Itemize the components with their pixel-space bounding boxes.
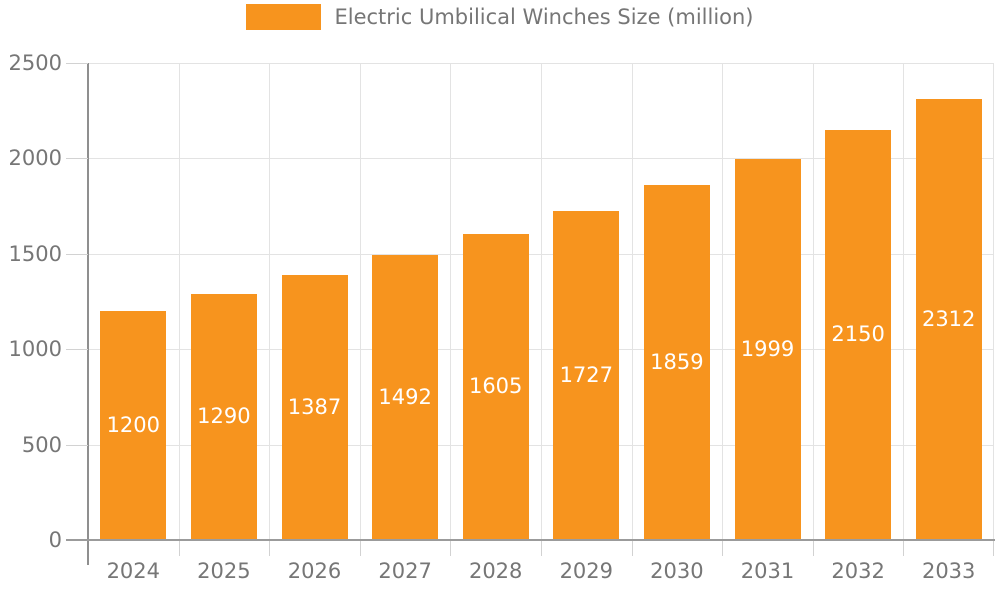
bar-value-label: 1387	[287, 395, 342, 420]
bar-2026: 1387	[281, 275, 348, 540]
y-tick-label-1500: 1500	[8, 241, 62, 266]
x-tick-7	[722, 541, 724, 556]
y-tick-label-500: 500	[21, 432, 62, 457]
bar-2030: 1859	[643, 185, 710, 540]
x-tick-8	[812, 541, 814, 556]
legend: Electric Umbilical Winches Size (million…	[0, 0, 1000, 34]
gridline-x-4	[450, 63, 452, 540]
bar-value-label: 2312	[921, 306, 976, 331]
x-tick-label-2024: 2024	[106, 559, 161, 583]
gridline-x-8	[812, 63, 814, 540]
x-tick-9	[903, 541, 905, 556]
x-tick-label-2029: 2029	[559, 559, 614, 583]
bar-value-label: 1290	[197, 404, 251, 429]
gridline-x-10	[993, 63, 994, 540]
legend-label: Electric Umbilical Winches Size (million…	[334, 5, 754, 29]
x-tick-label-2030: 2030	[650, 559, 704, 583]
gridline-x-6	[631, 63, 633, 540]
bar-2033: 2312	[915, 98, 982, 540]
x-tick-label-2031: 2031	[740, 559, 795, 583]
bar-2031: 1999	[734, 158, 801, 540]
bar-value-label: 1492	[378, 385, 432, 410]
gridline-x-7	[722, 63, 724, 540]
x-tick-label-2028: 2028	[468, 559, 523, 583]
y-axis-line	[87, 63, 89, 565]
x-tick-5	[541, 541, 542, 556]
bar-2025: 1290	[190, 293, 257, 540]
x-tick-label-2032: 2032	[831, 559, 885, 583]
x-tick-label-2025: 2025	[197, 559, 251, 583]
x-tick-10	[993, 541, 994, 556]
bar-2024: 1200	[100, 311, 167, 540]
y-tick-label-0: 0	[48, 528, 62, 552]
y-tick-label-1000: 1000	[8, 337, 62, 362]
y-tick-label-2500: 2500	[8, 51, 62, 75]
bar-value-label: 1727	[559, 362, 614, 387]
bar-value-label: 1999	[740, 336, 795, 361]
gridline-x-1	[178, 63, 180, 540]
gridline-x-5	[541, 63, 542, 540]
x-axis-line	[66, 539, 995, 541]
legend-item[interactable]: Electric Umbilical Winches Size (million…	[246, 4, 754, 30]
x-tick-6	[631, 541, 633, 556]
bar-2028: 1605	[462, 233, 529, 540]
y-tick-label-2000: 2000	[8, 146, 62, 171]
gridline-x-9	[903, 63, 905, 540]
x-tick-label-2026: 2026	[287, 559, 342, 583]
x-tick-3	[359, 541, 361, 556]
bar-2032: 2150	[825, 129, 892, 540]
y-tick-1000	[66, 349, 88, 351]
y-tick-1500	[66, 253, 88, 255]
y-tick-2500	[66, 63, 88, 64]
x-tick-label-2033: 2033	[921, 559, 976, 583]
gridline-x-2	[269, 63, 271, 540]
y-tick-500	[66, 444, 88, 446]
y-tick-2000	[66, 158, 88, 160]
bar-value-label: 1200	[106, 413, 161, 438]
gridline-x-3	[359, 63, 361, 540]
bar-value-label: 1859	[650, 350, 704, 375]
x-tick-4	[450, 541, 452, 556]
bar-value-label: 1605	[468, 374, 523, 399]
legend-swatch-icon	[246, 4, 322, 30]
bar-value-label: 2150	[831, 322, 885, 347]
plot-area: 1200 1290 1387 1492 1605 1727 1859 1999 2150 2312	[88, 63, 994, 540]
x-tick-2	[269, 541, 271, 556]
x-tick-label-2027: 2027	[378, 559, 432, 583]
bar-2029: 1727	[553, 210, 620, 540]
x-tick-1	[178, 541, 180, 556]
bar-2027: 1492	[372, 255, 439, 540]
